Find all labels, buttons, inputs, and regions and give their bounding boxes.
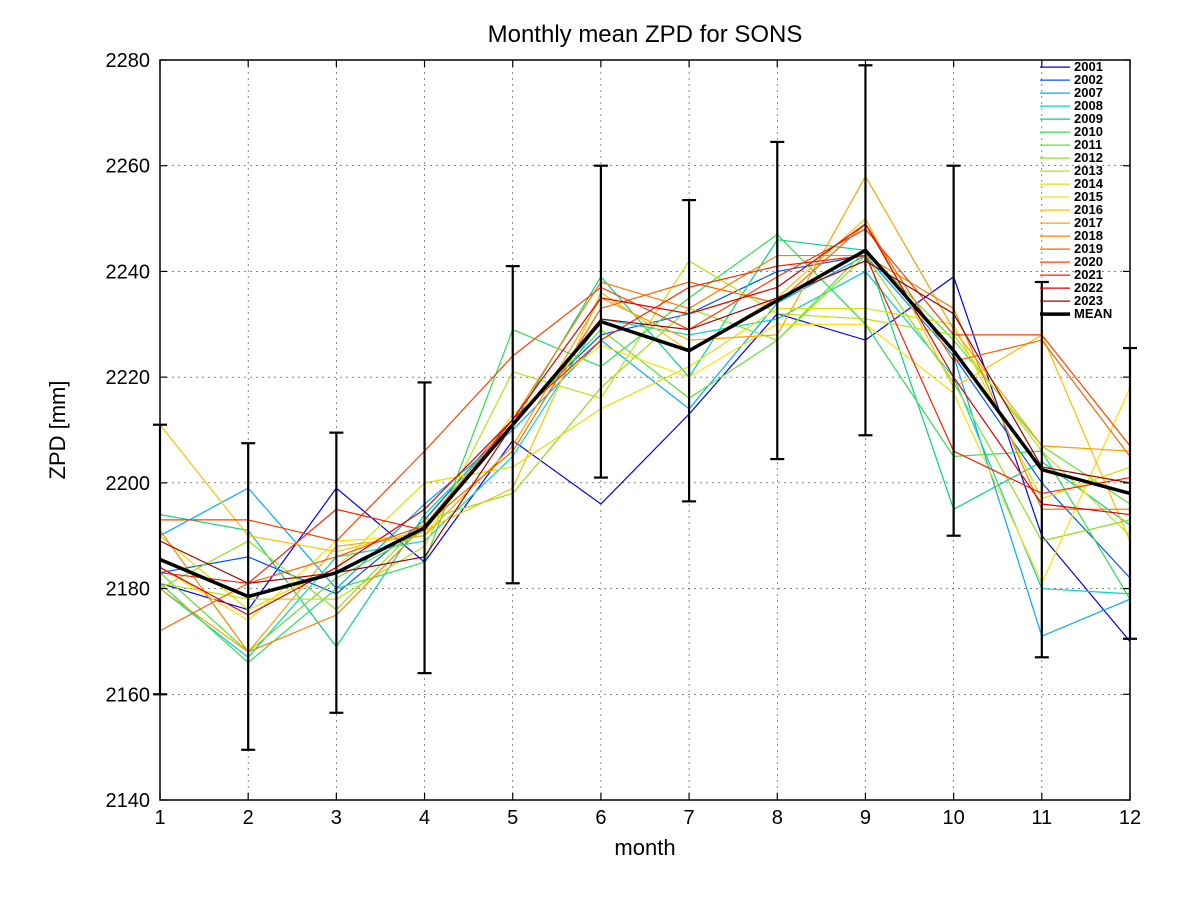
xtick-label: 10 — [943, 807, 965, 829]
series-2022 — [160, 224, 1130, 615]
xtick-label: 2 — [243, 807, 254, 829]
legend: 2001200220072008200920102011201220132014… — [1040, 59, 1112, 321]
x-axis-label: month — [614, 835, 675, 860]
series-lines — [160, 176, 1130, 662]
ytick-label: 2260 — [106, 156, 151, 178]
series-2010 — [160, 234, 1130, 662]
chart-svg: 1234567891011122140216021802200222022402… — [0, 0, 1201, 901]
xtick-label: 8 — [772, 807, 783, 829]
legend-item-label: MEAN — [1074, 306, 1112, 321]
xtick-label: 9 — [860, 807, 871, 829]
y-axis-label: ZPD [mm] — [45, 381, 70, 480]
xtick-label: 6 — [595, 807, 606, 829]
xtick-label: 4 — [419, 807, 430, 829]
xtick-label: 1 — [154, 807, 165, 829]
series-2019 — [160, 224, 1130, 631]
ytick-label: 2280 — [106, 50, 151, 72]
chart-title: Monthly mean ZPD for SONS — [488, 21, 803, 48]
series-2007 — [160, 256, 1130, 637]
xtick-label: 5 — [507, 807, 518, 829]
xtick-label: 3 — [331, 807, 342, 829]
xtick-label: 11 — [1031, 807, 1052, 829]
ytick-label: 2200 — [106, 473, 151, 495]
ytick-label: 2160 — [106, 684, 151, 706]
series-2013 — [160, 261, 1130, 599]
chart-container: 1234567891011122140216021802200222022402… — [0, 0, 1201, 901]
ytick-label: 2220 — [106, 367, 151, 389]
ytick-label: 2240 — [106, 261, 151, 283]
xtick-label: 7 — [684, 807, 695, 829]
ytick-label: 2140 — [106, 790, 151, 812]
ytick-label: 2180 — [106, 579, 151, 601]
xtick-label: 12 — [1119, 807, 1141, 829]
plot-box — [160, 60, 1130, 800]
grid — [160, 60, 1130, 800]
